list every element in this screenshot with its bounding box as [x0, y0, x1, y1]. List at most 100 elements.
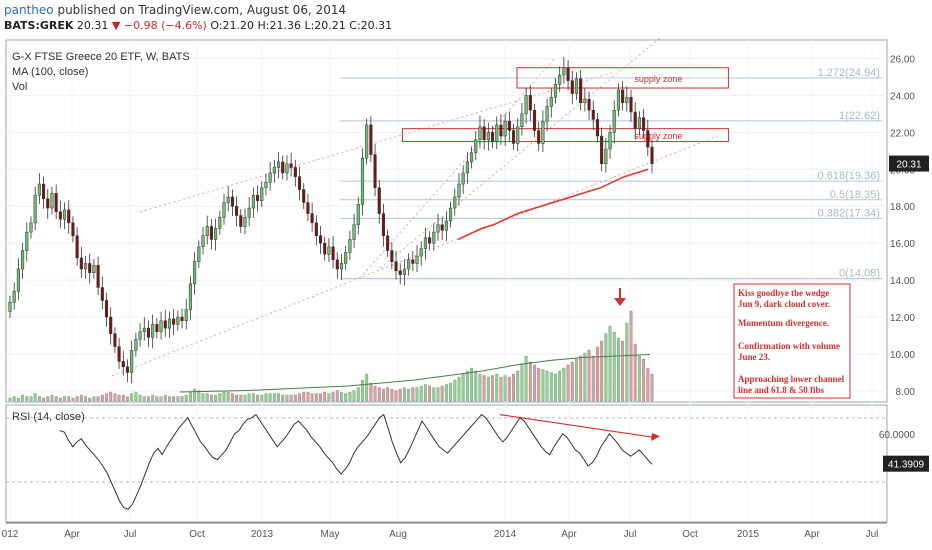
volume-bar — [419, 385, 423, 402]
volume-bar — [583, 352, 587, 402]
candle-body — [117, 346, 121, 362]
candle-body — [163, 320, 167, 329]
volume-bar — [205, 393, 209, 402]
rsi-pane: 60.0000 41.3909 — [6, 413, 929, 510]
candle-body — [633, 111, 637, 129]
volume-bar — [545, 370, 549, 402]
published-text: published on TradingView.com, August 06,… — [57, 3, 347, 17]
x-tick-label: Jul — [124, 529, 137, 540]
candle-body — [256, 194, 260, 201]
volume-bar — [616, 337, 620, 402]
volume-bar — [365, 373, 369, 402]
candle-body — [600, 135, 604, 164]
volume-bar — [423, 384, 427, 402]
volume-bar — [319, 393, 322, 402]
volume-bar — [516, 370, 520, 402]
candle-body — [318, 235, 323, 244]
price-change: −0.98 (−4.6%) — [123, 19, 207, 32]
candle-body — [352, 224, 356, 240]
candle-body — [516, 126, 520, 144]
candle-body — [360, 157, 365, 205]
ma-line — [457, 168, 649, 241]
volume-bar — [407, 388, 411, 402]
volume-bar — [344, 393, 348, 402]
volume-bar — [470, 367, 474, 402]
volume-bar — [142, 396, 146, 402]
candle-body — [222, 202, 226, 218]
chart-grid — [6, 40, 887, 522]
candle-body — [449, 207, 453, 222]
volume-bar — [314, 393, 318, 402]
volume-bar — [629, 310, 633, 402]
candle-body — [54, 193, 58, 213]
candle-body — [621, 89, 625, 104]
publish-line: pantheo published on TradingView.com, Au… — [4, 3, 346, 17]
volume-bar — [159, 396, 163, 402]
candle-body — [591, 109, 595, 120]
candle-body — [369, 124, 373, 155]
volume-bar — [272, 393, 276, 402]
vol-legend: Vol — [12, 81, 27, 93]
volume-bar — [558, 370, 562, 402]
quote-line: BATS:GREK 20.31 ▼ −0.98 (−4.6%) O:21.20 … — [4, 19, 392, 32]
candle-body — [444, 220, 448, 231]
candle-body — [348, 239, 352, 253]
volume-bar — [109, 391, 113, 402]
x-tick-label: Apr — [804, 529, 820, 540]
candle-body — [314, 222, 318, 237]
volume-bar — [650, 373, 654, 402]
high-value: H:21.36 — [257, 19, 301, 32]
volume-bar — [390, 388, 394, 402]
volume-bar — [130, 393, 134, 402]
candle-body — [465, 161, 469, 174]
y-tick-label: 26.00 — [890, 54, 915, 65]
volume-bar — [453, 379, 457, 402]
candle-body — [21, 250, 25, 270]
volume-bar — [151, 394, 155, 402]
candle-body — [172, 318, 176, 325]
volume-bar — [499, 376, 503, 402]
supply-zones: supply zone supply zone — [401, 67, 729, 143]
volume-bar — [402, 387, 406, 402]
volume-bar — [377, 387, 381, 402]
candle-body — [142, 327, 146, 333]
candle-body — [470, 152, 474, 163]
candle-body — [436, 224, 440, 233]
volume-bar — [554, 373, 557, 402]
author-link[interactable]: pantheo — [4, 3, 54, 17]
volume-bar — [147, 396, 150, 402]
x-tick-label: 2015 — [737, 529, 760, 540]
ma-legend: MA (100, close) — [12, 66, 88, 78]
candle-body — [62, 209, 67, 220]
volume-bar — [633, 343, 637, 402]
candle-body — [264, 181, 268, 189]
candle-body — [419, 248, 423, 257]
annotation-line: line and 61.8 & 50 fibs — [738, 385, 825, 395]
candle-body — [625, 97, 629, 104]
fib-label: 0(14.08) — [839, 268, 880, 280]
fib-levels: 1.272(24.94) 1(22.62) 0.618(19.36) 0.5(18.3… — [340, 67, 882, 280]
volume-bar — [575, 358, 578, 402]
volume-bar — [281, 394, 285, 402]
volume-bar — [21, 394, 25, 402]
volume-bar — [457, 376, 461, 402]
candle-body — [595, 119, 600, 137]
y-tick-label: 14.00 — [890, 276, 915, 287]
candle-body — [411, 259, 415, 264]
candle-body — [167, 318, 172, 329]
y-tick-label: 16.00 — [890, 239, 915, 250]
volume-bar — [88, 397, 92, 402]
x-tick-label: Aug — [389, 529, 407, 540]
volume-bar — [218, 393, 222, 402]
candle-body — [323, 242, 327, 255]
candle-body — [235, 205, 239, 216]
volume-bar — [188, 391, 192, 402]
volume-bar — [520, 363, 524, 402]
candle-body — [545, 106, 549, 122]
volume-bar — [214, 394, 218, 402]
volume-bar — [172, 396, 176, 402]
fib-label: 0.382(17.34) — [818, 207, 880, 219]
candle-body — [176, 316, 180, 325]
rsi-tick-label: 60.0000 — [879, 430, 916, 441]
